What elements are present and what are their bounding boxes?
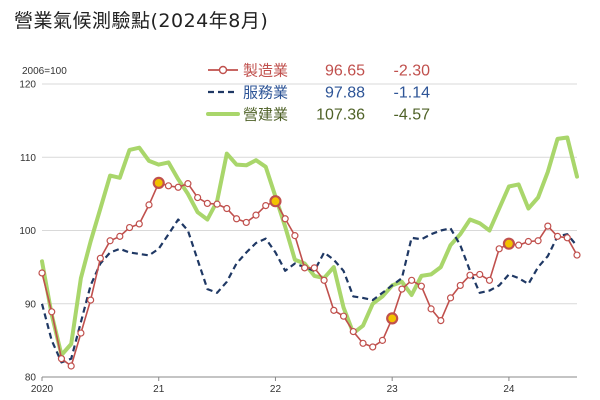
data-point: [544, 222, 552, 230]
series-manufacturing: [38, 176, 581, 370]
highlight-point: [269, 195, 282, 208]
legend-item-manufacturing: 製造業 96.65 -2.30: [208, 62, 430, 80]
data-point: [456, 281, 464, 290]
data-point: [378, 336, 387, 344]
data-point: [194, 193, 202, 202]
legend: 製造業 96.65 -2.30 服務業 97.88 -1.14 營建業 107.36 -4.57: [206, 62, 431, 124]
y-tick-label: 90: [25, 299, 37, 310]
data-point: [184, 180, 192, 188]
data-point: [310, 264, 318, 272]
y-tick-label: 110: [20, 153, 36, 164]
data-point: [301, 264, 309, 272]
data-point: [145, 201, 153, 209]
data-point: [427, 305, 435, 313]
x-tick-label: 22: [270, 384, 282, 395]
data-point: [369, 343, 377, 351]
y-axis-unit-label: 2006=100: [22, 66, 67, 77]
data-point: [48, 308, 56, 316]
data-point: [291, 232, 299, 240]
data-point: [242, 218, 250, 227]
data-point: [77, 329, 85, 337]
x-tick-label: 2020: [31, 384, 54, 395]
data-point: [359, 339, 367, 347]
data-point: [106, 237, 114, 245]
data-point: [135, 220, 143, 228]
legend-item-services: 服務業 97.88 -1.14: [208, 84, 430, 102]
legend-change: -1.14: [394, 85, 431, 102]
data-point: [281, 215, 289, 223]
series-line-services: [40, 218, 578, 364]
data-point: [213, 200, 221, 208]
data-point: [398, 285, 406, 293]
legend-label: 服務業: [243, 84, 288, 102]
data-point: [87, 296, 95, 304]
legend-label: 製造業: [243, 62, 288, 80]
legend-marker: [218, 65, 228, 75]
data-point: [446, 294, 455, 302]
data-point: [116, 232, 124, 240]
legend-change: -4.57: [394, 107, 431, 124]
y-tick-label: 120: [19, 80, 36, 91]
data-point: [67, 362, 75, 370]
x-tick-label: 21: [153, 384, 165, 395]
y-tick-label: 80: [25, 373, 37, 384]
grid-lines: 80 90 100 110 120: [19, 80, 577, 384]
data-point: [437, 316, 445, 325]
data-point: [262, 201, 270, 210]
highlight-point: [502, 237, 516, 250]
data-point: [515, 241, 523, 249]
y-tick-label: 100: [19, 226, 36, 237]
data-point: [534, 237, 542, 245]
data-point: [320, 276, 328, 284]
highlight-point: [386, 312, 399, 325]
data-point: [417, 282, 425, 290]
data-point: [476, 270, 484, 279]
data-point: [203, 199, 211, 207]
data-point: [125, 223, 134, 232]
data-point: [232, 215, 241, 223]
highlight-point: [152, 176, 165, 189]
data-point: [495, 245, 503, 253]
data-point: [573, 251, 581, 259]
data-point: [164, 182, 173, 190]
data-point: [339, 312, 348, 320]
data-point: [96, 254, 104, 262]
series-services: [40, 218, 578, 364]
data-point: [38, 269, 46, 277]
series-lines: [38, 135, 581, 370]
data-point: [252, 211, 260, 219]
data-point: [466, 271, 474, 279]
data-point: [330, 306, 338, 314]
legend-change: -2.30: [394, 63, 431, 80]
data-point: [485, 276, 494, 284]
axes: 2020 21 22 23 24: [31, 376, 577, 395]
data-point: [223, 204, 231, 213]
legend-value: 107.36: [316, 107, 365, 124]
chart-title: 營業氣候測驗點(2024年8月): [14, 10, 269, 32]
legend-value: 96.65: [325, 63, 365, 80]
data-point: [563, 234, 571, 242]
data-point: [349, 327, 357, 336]
legend-label: 營建業: [243, 106, 288, 124]
data-point: [553, 232, 562, 240]
data-point: [174, 183, 182, 191]
legend-item-construction: 營建業 107.36 -4.57: [206, 106, 431, 124]
x-tick-label: 23: [387, 384, 399, 395]
data-point: [524, 237, 532, 246]
data-point: [57, 355, 66, 363]
legend-value: 97.88: [325, 85, 365, 102]
x-tick-label: 24: [503, 384, 515, 395]
data-point: [408, 276, 416, 284]
